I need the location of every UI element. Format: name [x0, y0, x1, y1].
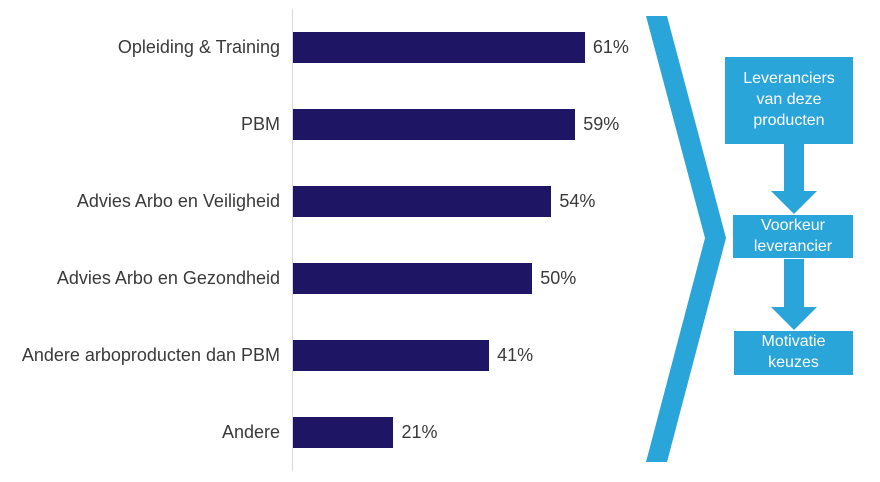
value-label: 21%	[401, 422, 438, 442]
flow-box-label: Motivatie keuzes	[761, 333, 826, 371]
category-label: Opleiding & Training	[117, 37, 280, 58]
flow-box-leveranciers: Leveranciers van deze producten	[725, 57, 853, 144]
bar	[293, 417, 394, 448]
flow-box-voorkeur: Voorkeur leverancier	[733, 215, 853, 258]
category-label: PBM	[240, 114, 280, 135]
bar-track: 41%	[292, 317, 645, 394]
flow-box-label: Leveranciers van deze producten	[743, 70, 835, 129]
value-label: 61%	[592, 37, 629, 57]
category-label: Andere	[221, 422, 280, 443]
chart-row: Andere arboproducten dan PBM 41%	[0, 317, 645, 394]
chart-row: Opleiding & Training 61%	[0, 9, 645, 86]
value-label: 41%	[497, 345, 534, 365]
chart-row: PBM 59%	[0, 86, 645, 163]
bar	[293, 340, 490, 371]
value-label: 54%	[559, 191, 596, 211]
chart-row: Andere 21%	[0, 394, 645, 471]
bar	[293, 263, 533, 294]
value-label: 50%	[540, 268, 577, 288]
down-arrow-icon	[771, 259, 817, 330]
bar-track: 59%	[292, 86, 645, 163]
bar-track: 21%	[292, 394, 645, 471]
category-label: Advies Arbo en Veiligheid	[76, 191, 280, 212]
right-chevron-icon	[646, 16, 726, 462]
flow-box-label: Voorkeur leverancier	[753, 216, 833, 255]
bar	[293, 32, 585, 63]
category-label: Advies Arbo en Gezondheid	[56, 268, 280, 289]
bar-track: 61%	[292, 9, 645, 86]
flow-box-motivatie: Motivatie keuzes	[734, 331, 853, 375]
bar-track: 54%	[292, 163, 645, 240]
chart-row: Advies Arbo en Gezondheid 50%	[0, 240, 645, 317]
bar	[293, 186, 552, 217]
bar-track: 50%	[292, 240, 645, 317]
bar-chart: Opleiding & Training 61% PBM 59% Advies …	[0, 9, 645, 471]
value-label: 59%	[583, 114, 620, 134]
chart-row: Advies Arbo en Veiligheid 54%	[0, 163, 645, 240]
down-arrow-icon	[771, 143, 817, 214]
category-label: Andere arboproducten dan PBM	[21, 345, 280, 366]
bar	[293, 109, 576, 140]
